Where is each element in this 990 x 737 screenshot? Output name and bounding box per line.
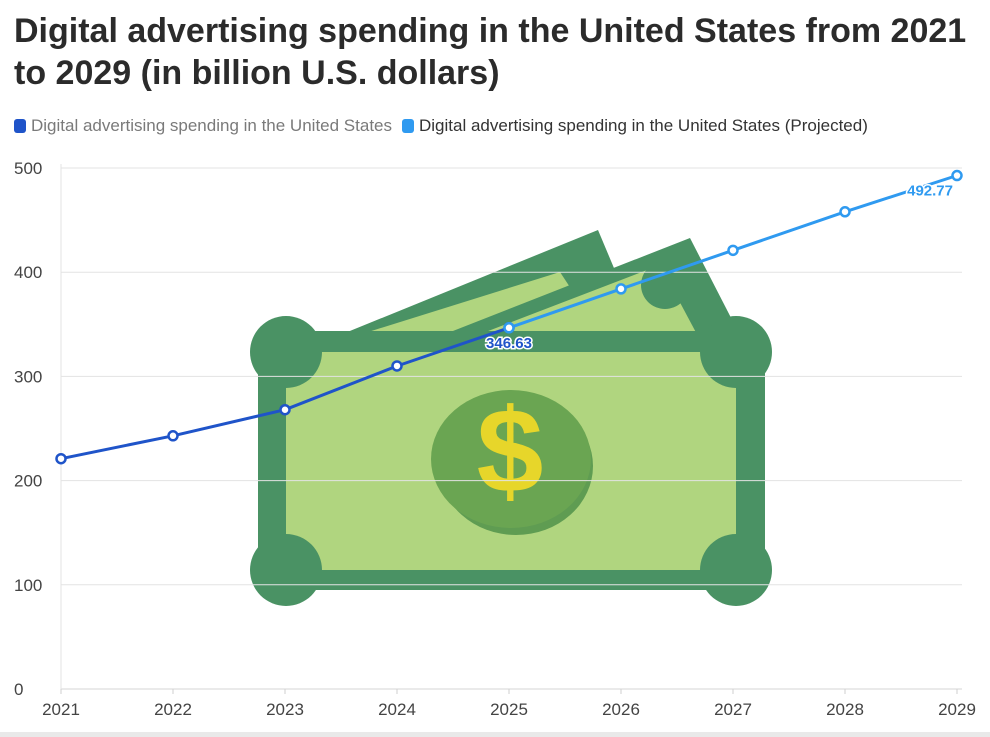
chart-title: Digital advertising spending in the Unit… (14, 12, 967, 92)
y-tick-label: 300 (14, 367, 42, 386)
legend-item-actual[interactable]: Digital advertising spending in the Unit… (14, 116, 392, 136)
x-tick-label: 2029 (938, 700, 976, 719)
data-point (279, 403, 291, 416)
data-point (727, 244, 739, 257)
x-tick-label: 2023 (266, 700, 304, 719)
legend-item-projected[interactable]: Digital advertising spending in the Unit… (402, 116, 868, 136)
data-points (55, 169, 963, 465)
y-axis: 0 100 200 300 400 500 (14, 159, 42, 699)
x-tick-label: 2026 (602, 700, 640, 719)
x-axis: 2021 2022 2023 2024 2025 2026 2027 2028 2029 (42, 689, 976, 719)
y-tick-label: 100 (14, 576, 42, 595)
y-tick-label: 0 (14, 680, 23, 699)
x-tick-label: 2021 (42, 700, 80, 719)
data-point (839, 206, 851, 218)
legend-label-projected: Digital advertising spending in the Unit… (419, 116, 868, 135)
money-illustration: $ (250, 230, 772, 606)
data-point (55, 452, 67, 465)
bottom-bar (0, 732, 990, 737)
data-point (167, 430, 179, 442)
x-tick-label: 2027 (714, 700, 752, 719)
y-tick-label: 200 (14, 472, 42, 491)
y-tick-label: 500 (14, 159, 42, 178)
data-labels: 346.63 492.77 (485, 181, 955, 353)
legend-swatch-projected (402, 119, 414, 133)
data-point (391, 360, 403, 372)
data-point (503, 322, 515, 334)
x-tick-label: 2024 (378, 700, 416, 719)
data-point (615, 283, 627, 295)
legend-label-actual: Digital advertising spending in the Unit… (31, 116, 392, 135)
legend-swatch-actual (14, 119, 26, 133)
data-label: 492.77 (907, 183, 953, 200)
svg-text:$: $ (477, 384, 544, 518)
data-point (951, 169, 963, 182)
x-tick-label: 2022 (154, 700, 192, 719)
x-tick-label: 2028 (826, 700, 864, 719)
y-tick-label: 400 (14, 263, 42, 282)
grid (60, 164, 962, 690)
data-label: 346.63 (486, 335, 532, 352)
chart-legend: Digital advertising spending in the Unit… (14, 116, 878, 136)
x-tick-label: 2025 (490, 700, 528, 719)
